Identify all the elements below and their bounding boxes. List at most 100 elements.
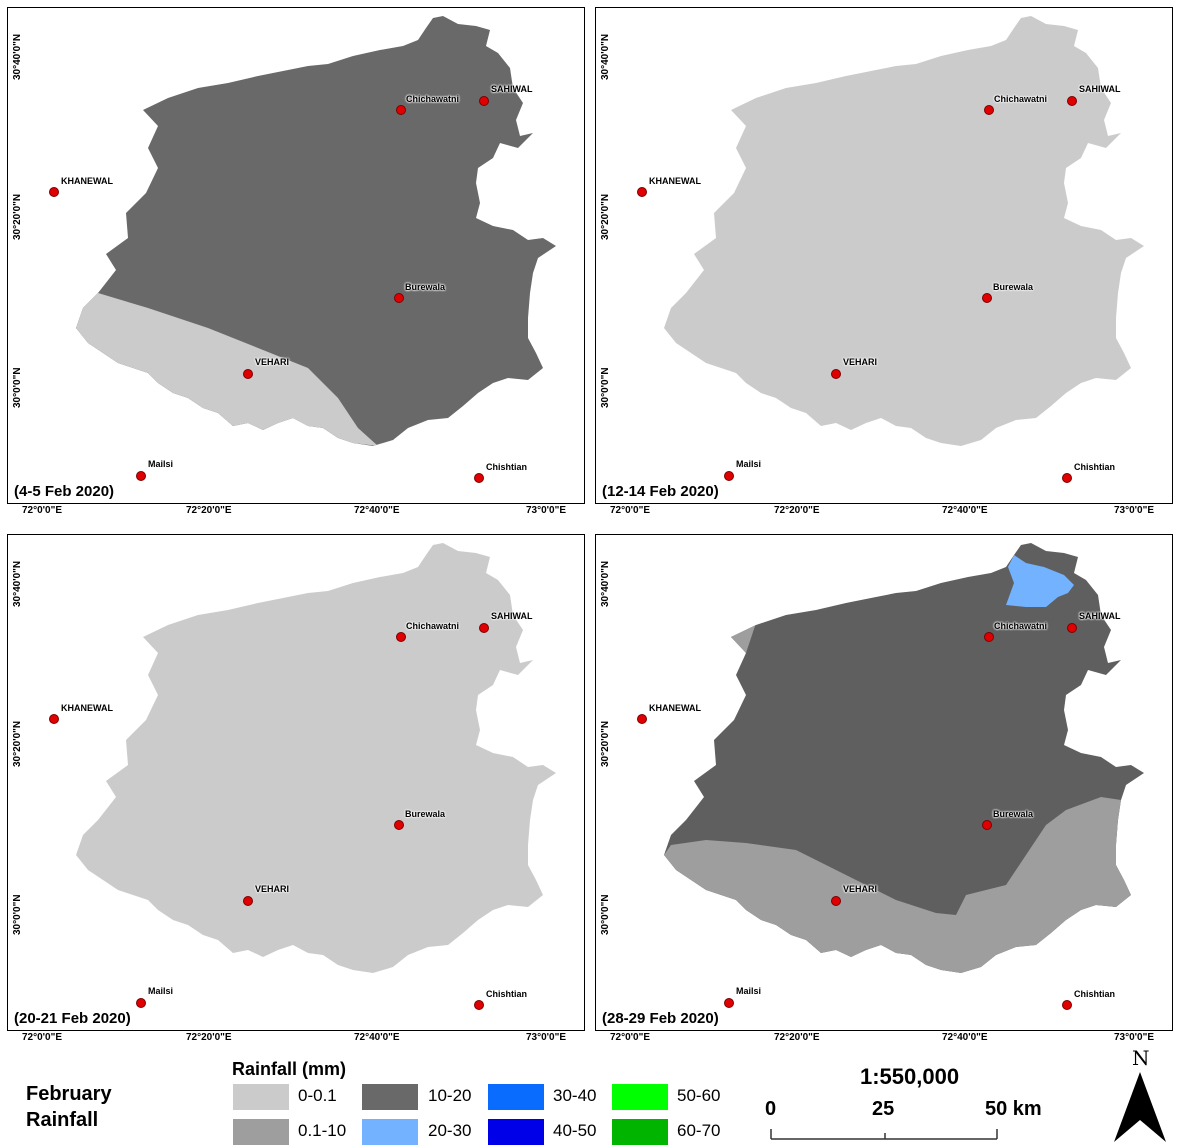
city-label-vehari: VEHARI [843,884,878,894]
city-marker-mailsi [724,998,734,1008]
legend-swatch [612,1084,668,1110]
north-arrow: N [1112,1044,1168,1144]
lon-label: 72°0'0"E [610,1032,651,1043]
lon-label: 73°0'0"E [526,1032,567,1043]
legend-label: 60-70 [677,1121,721,1140]
lat-label: 30°0'0"N [12,894,23,935]
city-marker-vehari [831,896,841,906]
map-panel-4: Chichawatni SAHIWAL KHANEWAL Burewala VEHARI… [595,534,1173,1031]
city-label-burewala: Burewala [993,282,1034,292]
district-boundary [664,16,1144,446]
legend-label: 30-40 [553,1086,597,1105]
city-label-burewala: Burewala [405,282,446,292]
legend-label: 40-50 [553,1121,597,1140]
lat-label: 30°0'0"N [12,367,23,408]
lat-label: 30°40'0"N [600,560,611,607]
lon-label: 72°40'0"E [942,505,988,516]
city-marker-chichawatni [396,632,406,642]
city-marker-burewala [394,293,404,303]
city-marker-mailsi [724,471,734,481]
map-panel-3: Chichawatni SAHIWAL KHANEWAL Burewala VEHARI… [7,534,585,1031]
city-label-sahiwal: SAHIWAL [491,611,533,621]
city-marker-chishtian [474,1000,484,1010]
city-marker-khanewal [637,714,647,724]
lat-label: 30°20'0"N [12,193,23,240]
lon-label: 72°40'0"E [354,1032,400,1043]
city-marker-khanewal [49,187,59,197]
scale-tick-0: 0 [765,1098,777,1120]
lon-label: 72°40'0"E [354,505,400,516]
city-marker-chishtian [1062,473,1072,483]
scale-tick-25: 25 [872,1098,895,1120]
city-marker-chichawatni [984,105,994,115]
city-label-chishtian: Chishtian [486,462,528,472]
scale-bar [770,1129,998,1140]
lon-label: 73°0'0"E [1114,1032,1155,1043]
city-marker-chishtian [1062,1000,1072,1010]
lon-label: 72°0'0"E [22,505,63,516]
city-marker-burewala [394,820,404,830]
legend-swatch [362,1084,418,1110]
legend-title-line1: February [26,1083,112,1105]
lon-label: 72°20'0"E [774,505,820,516]
legend-title-line2: Rainfall [26,1109,99,1131]
city-label-chichawatni: Chichawatni [994,621,1048,631]
rainfall-zone-20-30 [1006,555,1074,607]
lon-label: 72°0'0"E [610,505,651,516]
city-label-mailsi: Mailsi [736,459,762,469]
lon-label: 72°20'0"E [186,1032,232,1043]
legend-label: 10-20 [428,1086,472,1105]
legend-heading: Rainfall (mm) [232,1059,347,1079]
period-label: (12-14 Feb 2020) [600,483,721,500]
city-label-burewala: Burewala [993,809,1034,819]
district-map [76,543,556,973]
map-panel-1: Chichawatni SAHIWAL KHANEWAL Burewala VEHARI… [7,7,585,504]
lon-label: 72°40'0"E [942,1032,988,1043]
city-label-mailsi: Mailsi [736,986,762,996]
city-marker-khanewal [637,187,647,197]
city-label-mailsi: Mailsi [148,459,174,469]
lat-label: 30°40'0"N [12,33,23,80]
city-marker-vehari [243,369,253,379]
lat-label: 30°20'0"N [600,720,611,767]
district-map [76,16,556,446]
lon-label: 73°0'0"E [526,505,567,516]
city-marker-sahiwal [479,623,489,633]
scale-tick-50: 50 km [985,1098,1042,1120]
city-marker-vehari [831,369,841,379]
legend-label: 50-60 [677,1086,721,1105]
lat-label: 30°40'0"N [12,560,23,607]
city-marker-chishtian [474,473,484,483]
city-label-chichawatni: Chichawatni [994,94,1048,104]
city-label-khanewal: KHANEWAL [61,703,113,713]
city-label-khanewal: KHANEWAL [649,176,701,186]
city-label-chichawatni: Chichawatni [406,621,460,631]
city-label-vehari: VEHARI [255,357,290,367]
lat-label: 30°0'0"N [600,894,611,935]
city-label-chishtian: Chishtian [1074,989,1116,999]
lon-label: 72°0'0"E [22,1032,63,1043]
rainfall-zone [664,797,1131,973]
city-label-sahiwal: SAHIWAL [1079,611,1121,621]
city-marker-sahiwal [1067,96,1077,106]
legend-swatch [612,1119,668,1145]
district-map [664,543,1144,973]
legend-swatch [233,1084,289,1110]
city-marker-burewala [982,820,992,830]
city-label-sahiwal: SAHIWAL [491,84,533,94]
lon-label: 72°20'0"E [774,1032,820,1043]
city-label-chichawatni: Chichawatni [406,94,460,104]
city-label-burewala: Burewala [405,809,446,819]
legend-swatch [488,1084,544,1110]
lat-label: 30°0'0"N [600,367,611,408]
legend-label: 0.1-10 [298,1121,347,1140]
legend-label: 0-0.1 [298,1086,337,1105]
rainfall-zone [76,293,378,446]
period-label: (28-29 Feb 2020) [600,1010,721,1027]
lat-label: 30°40'0"N [600,33,611,80]
legend-swatch [233,1119,289,1145]
lat-label: 30°20'0"N [12,720,23,767]
city-label-khanewal: KHANEWAL [649,703,701,713]
city-marker-mailsi [136,998,146,1008]
north-arrow-icon [1114,1072,1166,1142]
